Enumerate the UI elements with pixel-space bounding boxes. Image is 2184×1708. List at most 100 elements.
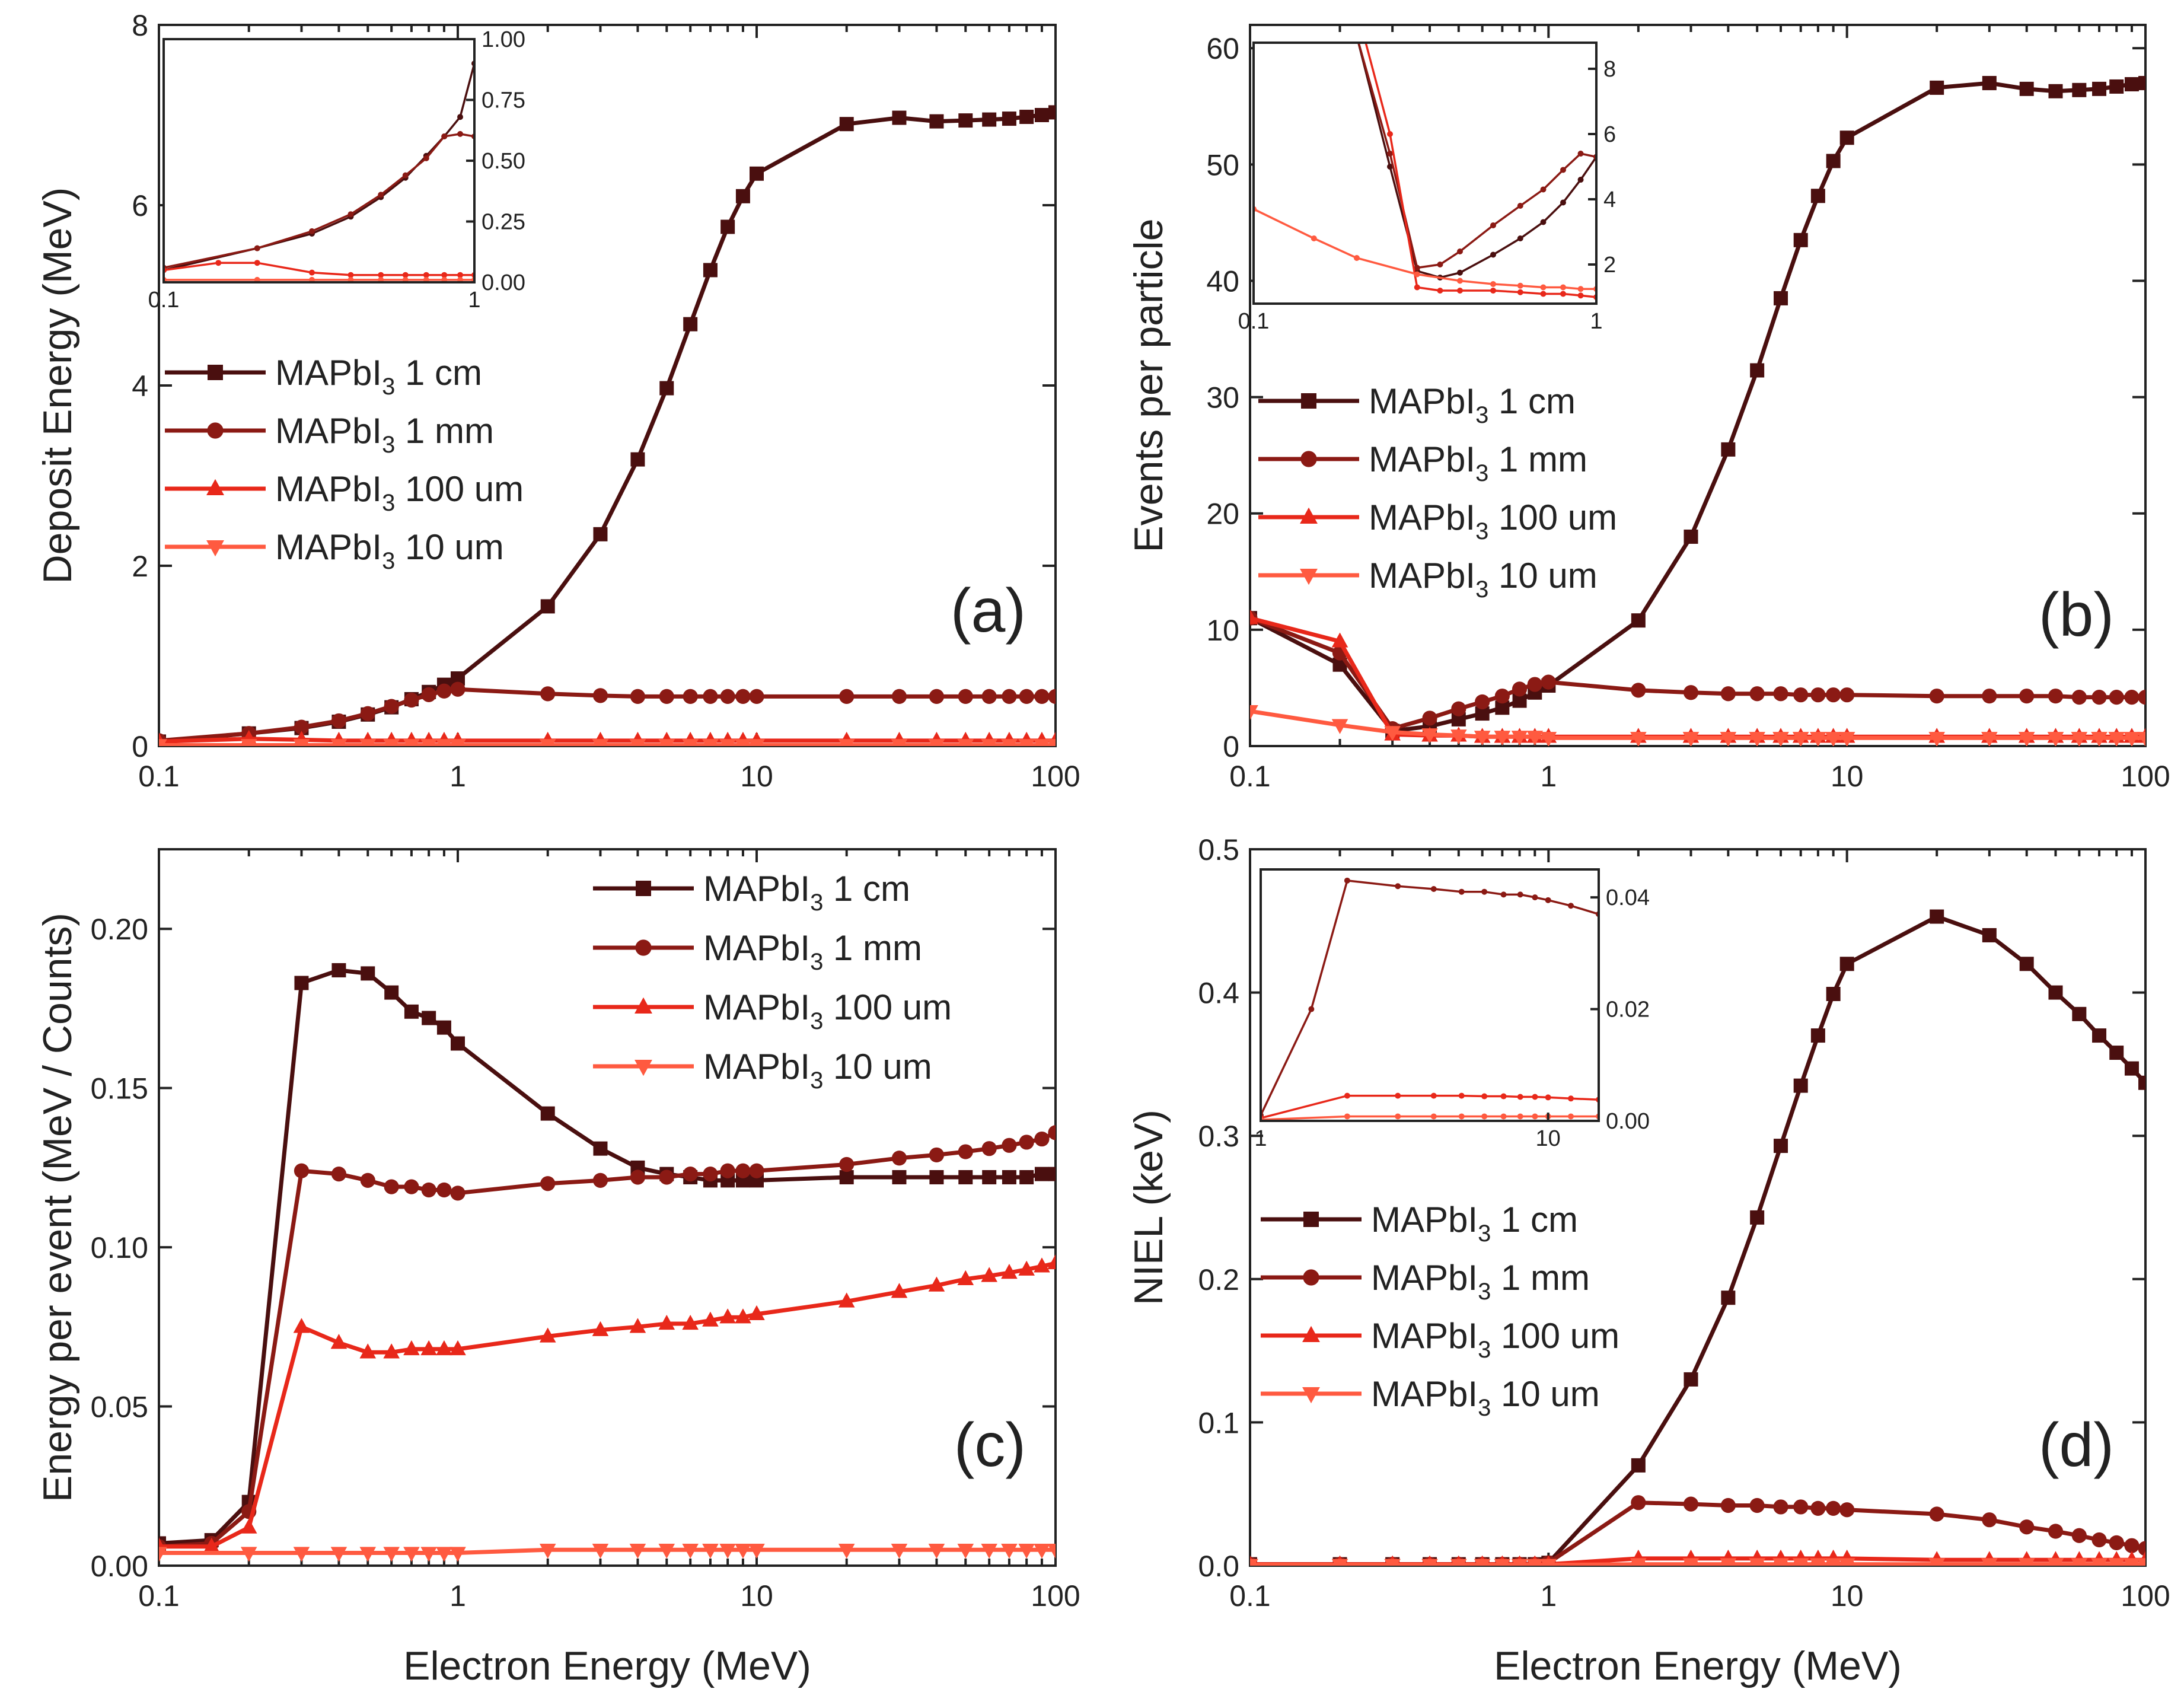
panel-b: 0.1 1 10 100 0 10 20 30 40 50 60 Events per particl…	[1126, 24, 2170, 793]
inset-y-tick-label: 0.75	[482, 88, 525, 113]
legend-label: MAPbI3 100 um	[275, 469, 524, 516]
x-tick-label: 100	[1031, 760, 1080, 793]
inset-series-100-um	[1261, 1092, 1599, 1121]
x-tick-label: 1	[449, 760, 466, 793]
inset-data-point	[1430, 1092, 1437, 1099]
data-point	[1048, 105, 1056, 120]
data-point	[1682, 732, 1700, 746]
data-point	[929, 114, 944, 129]
legend-label: MAPbI3 1 cm	[1369, 381, 1576, 428]
data-point	[1810, 732, 1826, 746]
data-point	[1526, 731, 1544, 746]
y-tick-label: 0	[1223, 730, 1239, 763]
data-point	[749, 1163, 764, 1178]
data-point	[1929, 689, 1944, 704]
legend-marker	[1303, 1269, 1319, 1286]
data-point	[1793, 1078, 1808, 1093]
series-10-um	[159, 1543, 1056, 1562]
inset-data-point	[1540, 284, 1547, 291]
data-point	[2109, 79, 2124, 94]
data-point	[294, 719, 310, 735]
inset-series-line	[1261, 1094, 1599, 1119]
x-tick-label: 100	[1031, 1579, 1080, 1613]
data-point	[735, 189, 750, 203]
legend-label: MAPbI3 10 um	[703, 1047, 932, 1094]
inset-data-point	[402, 172, 409, 179]
x-tick-label: 1	[449, 1579, 466, 1613]
series-line	[1250, 1500, 2145, 1566]
data-point	[1002, 1170, 1016, 1184]
y-axis-label: NIEL (keV)	[1126, 1110, 1171, 1305]
data-point	[981, 1141, 997, 1156]
data-point	[1494, 731, 1511, 746]
data-point	[1928, 732, 1945, 746]
data-point	[360, 1172, 375, 1188]
y-tick-label: 0.1	[1198, 1406, 1239, 1439]
inset-data-point	[1577, 177, 1584, 183]
inset-data-point	[1490, 251, 1497, 258]
data-point	[702, 739, 719, 746]
data-point	[1825, 732, 1842, 746]
inset-data-point	[423, 272, 429, 278]
data-point	[957, 1270, 974, 1285]
inset-data-point	[1560, 284, 1566, 291]
data-point	[683, 317, 698, 332]
data-point	[593, 1141, 608, 1156]
data-point	[1474, 1559, 1491, 1566]
legend-entry: MAPbI3 1 cm	[165, 353, 482, 400]
y-axis-label: Events per particle	[1126, 218, 1171, 552]
data-point	[1034, 689, 1050, 704]
data-point	[1384, 726, 1401, 741]
legend-entry: MAPbI3 1 mm	[1258, 439, 1587, 486]
data-point	[403, 1547, 420, 1562]
inset-data-point	[378, 276, 384, 282]
inset-data-point	[215, 260, 222, 266]
data-point	[957, 1543, 974, 1559]
inset-data-point	[1517, 891, 1523, 898]
data-point	[958, 113, 973, 128]
inset-data-point	[1517, 203, 1523, 209]
inset-data-point	[1517, 1113, 1523, 1120]
data-point	[719, 1543, 736, 1559]
data-point	[659, 1170, 674, 1185]
data-point	[1019, 1170, 1034, 1184]
inset-series-1-mm	[1357, 43, 1596, 271]
data-point	[981, 1267, 997, 1282]
data-point	[720, 219, 735, 234]
inset-x-tick-label: 1	[1254, 1126, 1267, 1151]
inset-data-point	[1344, 1092, 1350, 1099]
inset-data-point	[1456, 248, 1463, 254]
inset-x-tick-label: 10	[1536, 1126, 1561, 1151]
data-point	[719, 1308, 736, 1324]
data-point	[203, 1537, 220, 1553]
legend-marker	[208, 365, 223, 380]
inset-data-point	[309, 269, 315, 276]
data-point	[436, 1547, 452, 1562]
y-tick-label: 20	[1206, 498, 1239, 531]
x-tick-label: 100	[2121, 760, 2170, 793]
inset-series-10-um	[1261, 1113, 1599, 1121]
data-point	[1331, 719, 1348, 734]
data-point	[659, 381, 674, 396]
data-point	[2108, 732, 2125, 746]
inset-x-tick-label: 0.1	[1238, 309, 1270, 334]
inset-data-point	[1387, 151, 1394, 157]
data-point	[383, 739, 400, 746]
x-tick-label: 0.1	[1229, 1579, 1271, 1613]
data-point	[359, 1343, 377, 1359]
data-point	[2071, 732, 2088, 746]
series-line	[1250, 709, 2145, 740]
data-point	[735, 1163, 751, 1178]
data-point	[1749, 1558, 1765, 1566]
legend-entry: MAPbI3 10 um	[1261, 1374, 1600, 1421]
y-axis-label: Deposit Energy (MeV)	[35, 187, 80, 584]
data-point	[629, 1318, 646, 1333]
legend-marker	[1302, 1325, 1320, 1343]
legend-label: MAPbI3 100 um	[703, 987, 952, 1034]
data-point	[539, 739, 556, 746]
data-point	[2138, 76, 2145, 91]
data-point	[1930, 80, 1944, 95]
series-line	[159, 1547, 1056, 1555]
data-point	[1001, 1264, 1018, 1279]
legend-entry: MAPbI3 1 cm	[1261, 1200, 1578, 1247]
